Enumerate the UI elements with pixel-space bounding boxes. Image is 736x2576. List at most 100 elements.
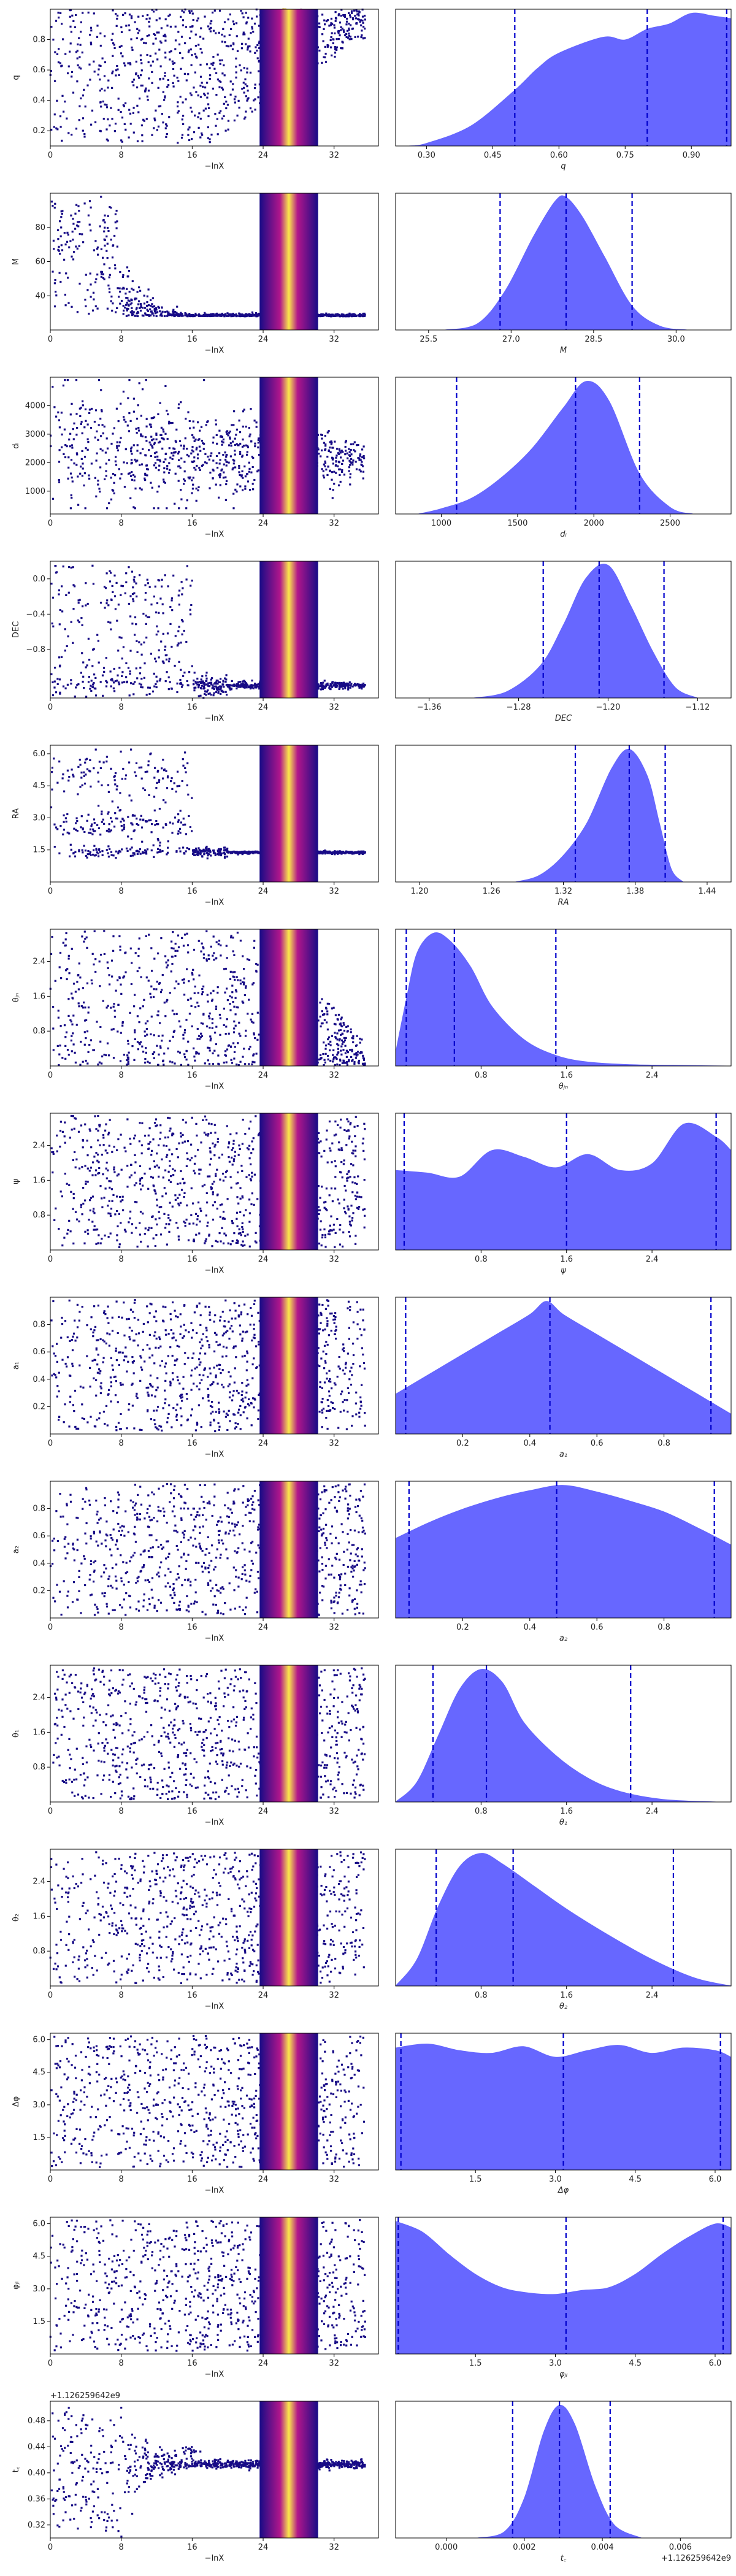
trace-point <box>218 9 221 12</box>
trace-point <box>55 291 57 293</box>
trace-point <box>79 105 81 107</box>
trace-point <box>225 483 228 486</box>
trace-point <box>163 480 165 483</box>
trace-point <box>76 50 79 52</box>
trace-point <box>101 813 103 816</box>
x-tick-label: 32 <box>329 887 339 896</box>
trace-point <box>342 852 344 854</box>
trace-point <box>69 432 72 435</box>
trace-point <box>335 472 337 474</box>
trace-point <box>100 196 102 198</box>
trace-point <box>232 493 235 495</box>
trace-point <box>349 473 351 475</box>
trace-point <box>121 681 123 684</box>
trace-point <box>173 315 175 318</box>
trace-point <box>85 773 87 776</box>
trace-point <box>257 442 259 444</box>
posterior-panel-M: 25.5 27.0 28.5 30.0M <box>395 193 732 355</box>
trace-density-band <box>259 9 318 146</box>
trace-point <box>351 17 355 20</box>
trace-point <box>150 304 152 307</box>
trace-point <box>128 270 130 272</box>
trace-point <box>83 783 86 785</box>
trace-point <box>172 454 175 457</box>
trace-point <box>61 446 63 448</box>
trace-point <box>82 661 85 664</box>
trace-point <box>324 23 326 26</box>
trace-point <box>247 480 250 483</box>
trace-point <box>58 17 60 19</box>
trace-density-band <box>259 193 318 330</box>
trace-point <box>219 473 221 475</box>
trace-point <box>349 476 351 478</box>
trace-point <box>343 852 346 854</box>
trace-point <box>180 401 182 404</box>
trace-point <box>197 421 199 424</box>
trace-point <box>180 457 183 459</box>
trace-point <box>139 452 142 454</box>
trace-point <box>80 826 82 829</box>
trace-point <box>71 255 73 258</box>
trace-point <box>227 1045 230 1047</box>
trace-point <box>102 219 105 222</box>
trace-point <box>89 851 91 854</box>
trace-point <box>221 33 223 36</box>
trace-point <box>177 452 180 454</box>
trace-point <box>224 681 227 683</box>
trace-point <box>83 472 86 475</box>
trace-point <box>231 468 234 470</box>
trace-point <box>88 408 91 411</box>
trace-point <box>55 127 58 129</box>
trace-point <box>222 441 224 443</box>
trace-point <box>155 37 157 40</box>
trace-point <box>140 815 142 817</box>
trace-point <box>226 851 229 853</box>
trace-point <box>213 315 216 317</box>
trace-point <box>220 314 222 316</box>
trace-point <box>194 45 197 47</box>
trace-point <box>341 47 343 50</box>
trace-point <box>258 70 260 72</box>
trace-point <box>172 82 174 84</box>
trace-point <box>134 681 136 683</box>
trace-point <box>165 123 167 126</box>
trace-point <box>80 1040 82 1043</box>
trace-point <box>85 420 87 422</box>
trace-point <box>150 831 153 834</box>
trace-point <box>195 314 198 316</box>
trace-point <box>151 970 153 972</box>
trace-point <box>133 479 136 481</box>
trace-point <box>320 434 323 436</box>
y-tick-label: 2000 <box>25 458 45 467</box>
trace-point <box>84 849 87 852</box>
trace-point <box>228 444 231 447</box>
trace-point <box>91 982 93 985</box>
trace-point <box>115 850 117 853</box>
trace-point <box>165 824 167 826</box>
trace-point <box>136 104 139 107</box>
trace-point <box>123 1054 125 1056</box>
trace-point <box>53 757 55 760</box>
trace-point <box>125 25 128 27</box>
trace-point <box>181 593 183 596</box>
trace-point <box>86 448 89 451</box>
trace-point <box>338 468 340 470</box>
trace-point <box>329 451 332 453</box>
trace-point <box>173 74 175 77</box>
trace-point <box>133 580 136 583</box>
trace-point <box>121 829 124 832</box>
trace-point <box>159 40 162 43</box>
trace-point <box>210 313 212 315</box>
trace-point <box>201 680 204 683</box>
trace-point <box>187 793 190 796</box>
trace-point <box>185 507 188 510</box>
trace-point <box>225 678 228 681</box>
trace-point <box>236 443 238 445</box>
trace-point <box>189 826 191 829</box>
trace-point <box>332 852 335 854</box>
trace-point <box>96 851 98 854</box>
trace-point <box>209 77 211 80</box>
trace-point <box>69 445 71 448</box>
trace-point <box>223 968 226 970</box>
trace-point <box>257 439 259 441</box>
